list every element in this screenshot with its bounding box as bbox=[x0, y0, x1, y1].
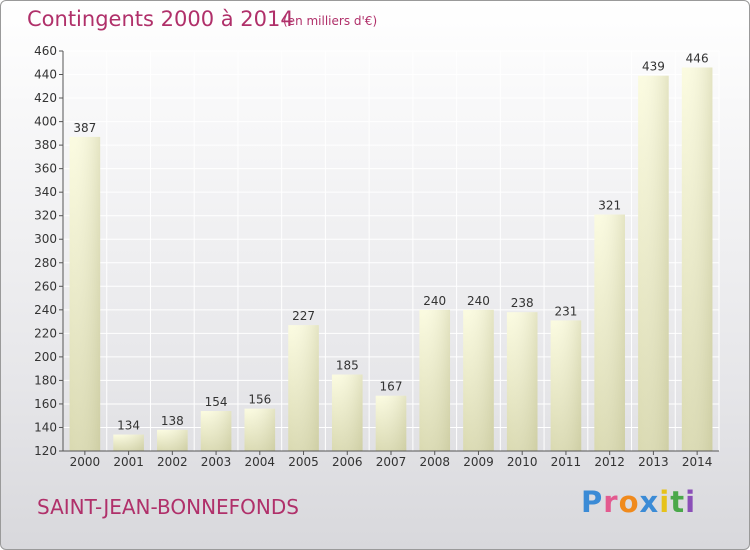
x-tick-label: 2009 bbox=[463, 455, 494, 469]
y-tick-label: 380 bbox=[34, 138, 57, 152]
bar-shade bbox=[419, 309, 451, 451]
x-tick-label: 2001 bbox=[113, 455, 144, 469]
logo-letter: o bbox=[618, 485, 640, 519]
bar-shade bbox=[463, 309, 494, 451]
data-label: 154 bbox=[205, 395, 228, 409]
proxiti-logo: Proxiti bbox=[581, 485, 696, 519]
y-tick-label: 300 bbox=[34, 232, 57, 246]
logo-letter: r bbox=[603, 485, 619, 519]
y-tick-label: 120 bbox=[34, 444, 57, 458]
y-tick-label: 420 bbox=[34, 91, 57, 105]
y-tick-label: 180 bbox=[34, 373, 57, 387]
data-label: 321 bbox=[598, 199, 621, 213]
y-tick-label: 160 bbox=[34, 397, 57, 411]
data-label: 156 bbox=[248, 393, 271, 407]
y-tick-label: 280 bbox=[34, 256, 57, 270]
data-label: 167 bbox=[380, 380, 403, 394]
bar-shade bbox=[681, 67, 713, 452]
x-tick-label: 2005 bbox=[288, 455, 319, 469]
data-label: 138 bbox=[161, 414, 184, 428]
y-tick-label: 200 bbox=[34, 350, 57, 364]
x-tick-label: 2004 bbox=[245, 455, 276, 469]
data-label: 227 bbox=[292, 309, 315, 323]
data-label: 231 bbox=[554, 304, 577, 318]
bar-shade bbox=[550, 320, 582, 451]
data-label: 240 bbox=[467, 294, 490, 308]
data-label: 439 bbox=[642, 60, 665, 74]
x-tick-label: 2014 bbox=[682, 455, 713, 469]
bar-shade bbox=[288, 325, 319, 451]
bar-shade bbox=[506, 312, 538, 451]
bar-shade bbox=[375, 395, 407, 451]
bar-shade bbox=[331, 374, 363, 451]
bar-shade bbox=[244, 408, 276, 451]
logo-letter: i bbox=[685, 485, 697, 519]
x-tick-label: 2000 bbox=[70, 455, 101, 469]
data-label: 240 bbox=[423, 294, 446, 308]
x-tick-label: 2012 bbox=[594, 455, 625, 469]
y-tick-label: 460 bbox=[34, 44, 57, 58]
y-tick-label: 340 bbox=[34, 185, 57, 199]
y-tick-label: 240 bbox=[34, 303, 57, 317]
y-tick-label: 220 bbox=[34, 326, 57, 340]
y-tick-label: 320 bbox=[34, 209, 57, 223]
logo-letter: P bbox=[581, 485, 604, 519]
logo-letter: t bbox=[670, 485, 686, 519]
x-tick-label: 2011 bbox=[551, 455, 582, 469]
data-label: 134 bbox=[117, 419, 140, 433]
bar-shade bbox=[200, 411, 232, 451]
x-tick-label: 2010 bbox=[507, 455, 538, 469]
chart-subtitle: (en milliers d'€) bbox=[283, 14, 378, 28]
y-tick-label: 260 bbox=[34, 279, 57, 293]
bar-shade bbox=[69, 136, 101, 451]
x-tick-label: 2013 bbox=[638, 455, 669, 469]
data-label: 387 bbox=[73, 121, 96, 135]
logo-letter: i bbox=[659, 485, 671, 519]
bar-shade bbox=[594, 214, 625, 451]
bar-shade bbox=[157, 429, 188, 451]
y-tick-label: 360 bbox=[34, 162, 57, 176]
bar-shade bbox=[638, 75, 669, 452]
x-tick-label: 2003 bbox=[201, 455, 232, 469]
x-tick-label: 2007 bbox=[376, 455, 407, 469]
data-label: 238 bbox=[511, 296, 534, 310]
commune-name: SAINT-JEAN-BONNEFONDS bbox=[37, 495, 299, 519]
logo-letter: x bbox=[639, 485, 660, 519]
axes: 120 140 160 180 200 220 240 260 280 300 320 340 360 3… bbox=[34, 44, 719, 469]
bar-shade bbox=[113, 434, 144, 451]
y-tick-label: 140 bbox=[34, 420, 57, 434]
bars: 387 134 138 154 156 227 185 167 240 240 238 231 321 4… bbox=[69, 51, 713, 452]
data-label: 185 bbox=[336, 359, 359, 373]
data-label: 446 bbox=[686, 51, 709, 65]
x-tick-label: 2008 bbox=[419, 455, 450, 469]
x-tick-label: 2006 bbox=[332, 455, 363, 469]
chart-title: Contingents 2000 à 2014 bbox=[27, 7, 294, 31]
y-tick-label: 400 bbox=[34, 115, 57, 129]
x-tick-label: 2002 bbox=[157, 455, 188, 469]
y-tick-label: 440 bbox=[34, 68, 57, 82]
